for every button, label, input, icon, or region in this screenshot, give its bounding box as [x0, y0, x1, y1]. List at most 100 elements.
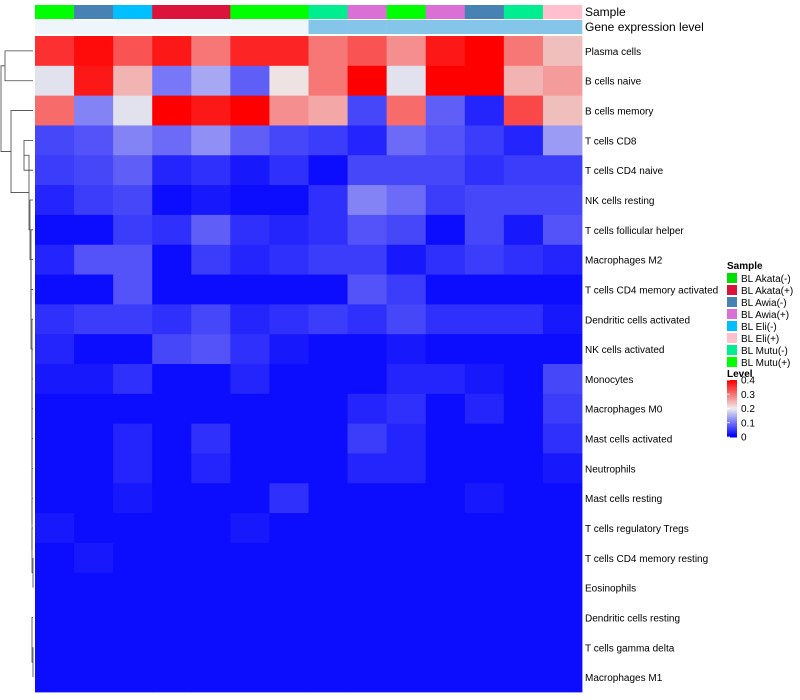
heatmap-cell [542, 483, 583, 514]
heatmap-cell [347, 393, 388, 425]
heatmap-cell [542, 125, 583, 156]
heatmap-cell [191, 155, 231, 186]
heatmap-cell [191, 513, 231, 544]
heatmap-cell [464, 632, 505, 663]
heatmap-cell [113, 453, 153, 484]
heatmap-cell [113, 662, 153, 693]
row-label: NK cells activated [585, 345, 664, 356]
heatmap-cell [230, 36, 270, 67]
dendrogram-branch [31, 318, 33, 379]
heatmap-cell [74, 95, 114, 126]
heatmap-cell [425, 95, 466, 126]
row-label: T cells follicular helper [585, 226, 684, 237]
heatmap-cell [425, 602, 466, 633]
heatmap-cell [74, 274, 114, 305]
heatmap-cell [191, 65, 231, 97]
level-tick-label: 0.4 [741, 376, 755, 387]
heatmap-cell [152, 185, 192, 216]
heatmap-cell [152, 65, 192, 97]
level-legend-gradient-step [727, 432, 737, 435]
heatmap-cell [74, 423, 114, 454]
row-dendrogram [0, 50, 34, 678]
heatmap-cell [386, 662, 427, 693]
heatmap-cell [464, 423, 505, 454]
heatmap-cell [347, 662, 388, 693]
heatmap-cell [35, 483, 75, 514]
sample-legend-swatch [727, 309, 737, 319]
level-legend-gradient-step [727, 418, 737, 421]
heatmap-cell [503, 364, 544, 395]
heatmap-cell [347, 334, 388, 365]
heatmap-cell [425, 65, 466, 97]
heatmap-cell [35, 513, 75, 544]
level-legend-gradient-step [727, 428, 737, 431]
heatmap-cell [74, 65, 114, 97]
heatmap-cell [503, 95, 544, 126]
heatmap-cell [542, 662, 583, 693]
sample-track-cell [347, 5, 387, 19]
level-legend-gradient-step [727, 387, 737, 390]
heatmap-cell [464, 36, 505, 67]
heatmap-cell [269, 572, 309, 603]
sample-legend-swatch [727, 345, 737, 355]
heatmap-cell [269, 602, 309, 633]
heatmap-cell [425, 572, 466, 603]
level-legend-gradient-step [727, 408, 737, 411]
heatmap-cell [503, 244, 544, 275]
heatmap-cell [386, 453, 427, 484]
row-label: Neutrophils [585, 464, 636, 475]
heatmap-cell [464, 95, 505, 126]
heatmap-cell [347, 483, 388, 514]
level-legend-gradient-step [727, 401, 737, 404]
heatmap-cell [113, 602, 153, 633]
heatmap-cell [230, 483, 270, 514]
heatmap-cell [74, 662, 114, 693]
level-legend-gradient-step [727, 431, 737, 434]
heatmap-cell [191, 125, 231, 156]
expression-track-cell [35, 20, 75, 34]
heatmap-cell [35, 125, 75, 156]
heatmap-cell [152, 95, 192, 126]
heatmap-cell [269, 274, 309, 305]
row-label: T cells regulatory Tregs [585, 524, 689, 535]
level-legend-gradient-step [727, 407, 737, 409]
heatmap-cell [308, 304, 348, 335]
heatmap-cell [464, 364, 505, 395]
sample-track-cell [542, 5, 583, 19]
sample-legend-swatch [727, 321, 737, 331]
level-legend-gradient-step [727, 394, 737, 397]
heatmap-cell [464, 274, 505, 305]
heatmap-cell [464, 185, 505, 216]
level-legend-gradient-step [727, 425, 737, 428]
row-label: Macrophages M0 [585, 405, 663, 416]
heatmap-cell [425, 244, 466, 275]
dendrogram-branch [30, 289, 33, 350]
sample-legend-label: BL Awia(+) [741, 310, 789, 321]
heatmap-cell [191, 572, 231, 603]
heatmap-cell [503, 572, 544, 603]
heatmap-cell [113, 393, 153, 425]
heatmap-cell [347, 155, 388, 186]
heatmap-cell [230, 185, 270, 216]
heatmap-cell [74, 155, 114, 186]
heatmap-cell [308, 632, 348, 663]
heatmap-cell [152, 483, 192, 514]
heatmap-cell [542, 155, 583, 186]
level-legend-gradient-step [727, 402, 737, 405]
heatmap-cell [35, 393, 75, 425]
sample-legend-label: BL Akata(-) [741, 274, 791, 285]
heatmap-cell [308, 542, 348, 574]
heatmap-cell [347, 572, 388, 603]
heatmap-cell [269, 632, 309, 663]
heatmap-cell [347, 274, 388, 305]
level-legend-gradient-step [727, 398, 737, 401]
heatmap-cell [386, 602, 427, 633]
row-label: Eosinophils [585, 584, 636, 595]
row-label: Monocytes [585, 375, 633, 386]
level-legend-gradient-step [727, 380, 737, 382]
heatmap-cell [152, 364, 192, 395]
heatmap-cell [74, 602, 114, 633]
heatmap-cell [308, 36, 348, 67]
expression-track-cell [269, 20, 309, 34]
heatmap-cell [74, 214, 114, 246]
